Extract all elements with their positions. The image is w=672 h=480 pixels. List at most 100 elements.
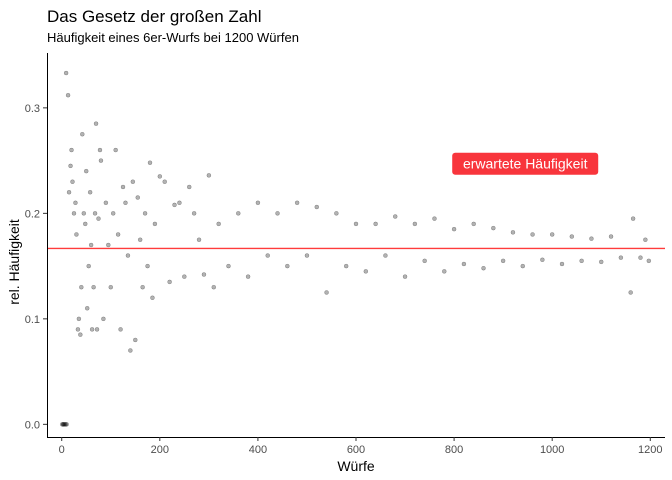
data-point — [64, 422, 69, 427]
data-point — [81, 211, 86, 216]
data-point — [182, 274, 187, 279]
data-point — [451, 226, 457, 232]
data-point — [245, 274, 251, 279]
scatter-points — [60, 70, 652, 427]
data-point — [73, 200, 78, 206]
data-point — [120, 184, 126, 190]
chart-title: Das Gesetz der großen Zahl — [47, 7, 261, 26]
data-point — [569, 234, 575, 239]
data-point — [216, 221, 221, 227]
data-point — [559, 261, 565, 267]
data-point — [599, 259, 604, 265]
data-point — [630, 216, 636, 221]
data-point — [115, 232, 121, 237]
data-point — [211, 285, 216, 290]
data-point — [113, 147, 118, 153]
data-point — [87, 190, 93, 195]
data-point — [98, 158, 104, 163]
data-point — [162, 179, 167, 184]
data-point — [133, 337, 138, 343]
data-point — [383, 253, 388, 258]
data-point — [324, 290, 329, 295]
data-point — [255, 200, 261, 206]
data-point — [187, 184, 192, 190]
data-point — [94, 327, 100, 332]
data-point — [643, 237, 648, 242]
data-point — [442, 269, 447, 274]
y-tick-label: 0.0 — [25, 419, 40, 431]
data-point — [103, 200, 109, 206]
y-tick-label: 0.3 — [25, 103, 40, 115]
data-point — [422, 258, 427, 264]
x-axis-title: Würfe — [337, 458, 375, 474]
x-tick-label: 600 — [347, 444, 365, 456]
data-point — [167, 279, 172, 285]
data-point — [76, 316, 82, 322]
data-point — [142, 211, 148, 216]
data-point — [314, 204, 319, 210]
y-tick-label: 0.1 — [25, 314, 40, 326]
data-point — [628, 290, 633, 295]
data-point — [540, 257, 545, 262]
data-point — [294, 200, 300, 206]
data-point — [206, 173, 212, 178]
data-point — [91, 285, 96, 290]
data-point — [618, 255, 624, 260]
data-point — [118, 327, 123, 332]
data-point — [97, 147, 103, 153]
data-point — [63, 422, 68, 427]
data-point — [152, 221, 158, 227]
data-point — [66, 190, 72, 195]
data-point — [638, 255, 643, 260]
data-point — [500, 258, 506, 264]
data-point — [402, 274, 408, 279]
data-point — [226, 263, 231, 269]
data-point — [84, 168, 89, 174]
data-point — [412, 221, 418, 227]
data-point — [79, 285, 84, 290]
data-point — [123, 200, 128, 206]
data-point — [60, 422, 66, 427]
data-point — [275, 211, 280, 216]
data-point — [92, 211, 98, 216]
data-point — [201, 272, 207, 277]
data-point — [62, 422, 67, 427]
data-point — [68, 163, 73, 169]
annotation-text: erwartete Häufigkeit — [463, 155, 588, 171]
data-point — [481, 266, 486, 271]
data-point — [145, 263, 150, 269]
x-tick-label: 800 — [445, 444, 463, 456]
data-point — [130, 179, 136, 184]
data-point — [61, 422, 66, 427]
data-point — [491, 225, 496, 231]
data-point — [373, 221, 378, 227]
y-tick-label: 0.2 — [25, 208, 40, 220]
data-point — [111, 211, 116, 216]
data-point — [75, 327, 81, 332]
chart-subtitle: Häufigkeit eines 6er-Wurfs bei 1200 Würf… — [47, 30, 299, 45]
data-point — [93, 121, 99, 126]
data-point — [177, 200, 182, 206]
data-point — [530, 232, 535, 237]
data-point — [608, 234, 614, 239]
data-point — [471, 221, 476, 227]
x-tick-label: 200 — [151, 444, 169, 456]
y-axis-title: rel. Häufigkeit — [6, 219, 22, 305]
data-point — [71, 211, 77, 216]
data-point — [579, 258, 584, 264]
annotation-background — [452, 152, 599, 175]
data-point — [80, 132, 85, 137]
data-point — [589, 236, 594, 241]
data-point — [69, 147, 74, 153]
annotation-label: erwartete Häufigkeit — [452, 152, 599, 175]
data-point — [549, 232, 555, 237]
data-point — [83, 221, 88, 227]
x-tick-label: 400 — [249, 444, 267, 456]
y-axis-ticks: 0.0 0.1 0.2 0.3 — [25, 103, 47, 431]
data-point — [128, 348, 133, 353]
data-point — [140, 285, 145, 290]
data-point — [432, 216, 437, 221]
data-point — [520, 263, 525, 269]
data-point — [135, 195, 140, 200]
